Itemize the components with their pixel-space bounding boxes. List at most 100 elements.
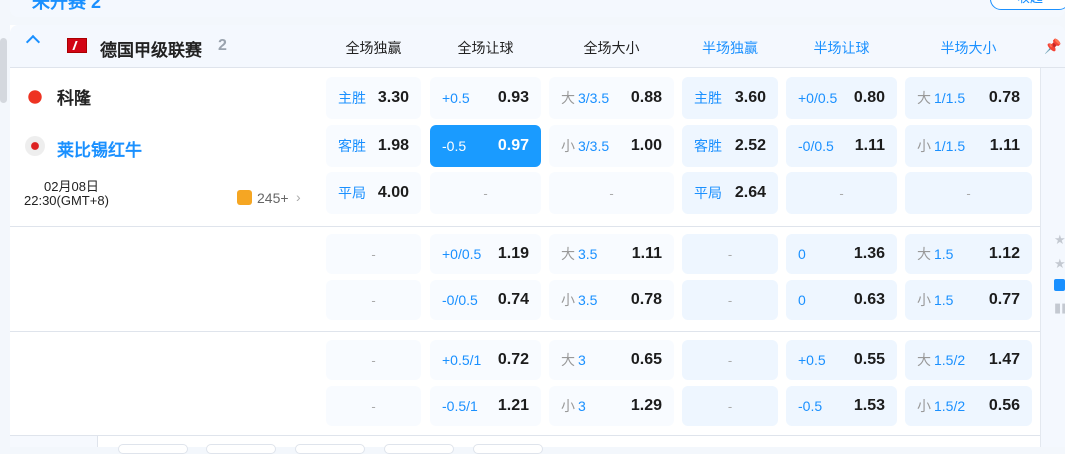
markets-count[interactable]: 245+ bbox=[257, 190, 289, 206]
league-header[interactable] bbox=[10, 25, 1065, 68]
divider bbox=[10, 226, 1040, 227]
scrollbar[interactable] bbox=[0, 38, 7, 103]
odds-cell: - bbox=[549, 172, 674, 214]
column-header: 半场让球 bbox=[813, 40, 870, 56]
odds-odds: 1.12 bbox=[988, 245, 1020, 262]
odds-lab: 3 bbox=[578, 352, 586, 368]
odds-cell[interactable]: 小 3.5 0.78 bbox=[549, 280, 674, 320]
odds-kind: 小 bbox=[561, 292, 575, 308]
odds-cell[interactable]: 大 1.5 1.12 bbox=[905, 234, 1032, 274]
odds-odds: 0.93 bbox=[497, 89, 529, 106]
odds-odds: 4.00 bbox=[377, 184, 409, 201]
side-toolbar bbox=[1040, 68, 1065, 447]
odds-cell[interactable]: 平局 2.64 bbox=[682, 172, 778, 214]
odds-cell[interactable]: 大 1/1.5 0.78 bbox=[905, 77, 1032, 119]
odds-dash: - bbox=[727, 352, 733, 368]
odds-lab: -0/0.5 bbox=[442, 292, 478, 308]
live-badge-icon[interactable] bbox=[1054, 279, 1065, 291]
filter-pill[interactable] bbox=[473, 444, 543, 454]
away-team-logo bbox=[25, 136, 45, 156]
odds-odds: 0.74 bbox=[497, 291, 529, 308]
odds-cell[interactable]: 主胜 3.60 bbox=[682, 77, 778, 119]
odds-dash: - bbox=[371, 246, 376, 262]
odds-odds: 0.77 bbox=[988, 291, 1020, 308]
odds-lab: +0/0.5 bbox=[798, 90, 838, 106]
chevron-right-icon[interactable]: › bbox=[296, 189, 301, 205]
odds-lab: 主胜 bbox=[338, 90, 366, 106]
odds-cell[interactable]: -0.5 1.53 bbox=[786, 386, 897, 426]
odds-dash: - bbox=[483, 185, 488, 201]
odds-lab: 3.5 bbox=[578, 246, 598, 262]
pin-icon[interactable]: 📌 bbox=[1044, 38, 1062, 54]
league-match-count: 2 bbox=[218, 37, 227, 54]
home-team-name[interactable]: 科隆 bbox=[57, 89, 91, 108]
odds-dash: - bbox=[371, 352, 376, 368]
odds-cell: - bbox=[682, 234, 778, 274]
odds-cell[interactable]: 小 1.5 0.77 bbox=[905, 280, 1032, 320]
odds-cell[interactable]: -0.5/1 1.21 bbox=[430, 386, 541, 426]
odds-cell[interactable]: +0.5 0.55 bbox=[786, 340, 897, 380]
filter-pill[interactable] bbox=[384, 444, 454, 454]
odds-cell[interactable]: 小 3/3.5 1.00 bbox=[549, 125, 674, 167]
away-team-name[interactable]: 莱比锡红牛 bbox=[57, 141, 142, 160]
odds-cell[interactable]: 小 1/1.5 1.11 bbox=[905, 125, 1032, 167]
odds-odds: 1.21 bbox=[497, 397, 529, 414]
odds-cell[interactable]: 小 1.5/2 0.56 bbox=[905, 386, 1032, 426]
odds-lab: -0/0.5 bbox=[798, 138, 834, 154]
odds-odds: 0.72 bbox=[497, 351, 529, 368]
odds-cell[interactable]: 大 3.5 1.11 bbox=[549, 234, 674, 274]
odds-odds: 1.11 bbox=[854, 137, 885, 154]
odds-kind: 小 bbox=[917, 398, 931, 414]
odds-odds: 1.98 bbox=[377, 137, 409, 154]
odds-cell[interactable]: -0/0.5 0.74 bbox=[430, 280, 541, 320]
odds-cell[interactable]: 客胜 1.98 bbox=[326, 125, 421, 167]
next-row-panel bbox=[10, 436, 98, 447]
odds-cell[interactable]: 主胜 3.30 bbox=[326, 77, 421, 119]
odds-cell[interactable]: +0.5/1 0.72 bbox=[430, 340, 541, 380]
not-started-section-header[interactable]: 未开赛 2 bbox=[10, 0, 1065, 17]
odds-odds: 1.47 bbox=[988, 351, 1020, 368]
column-header: 半场独赢 bbox=[702, 40, 758, 56]
odds-cell: - bbox=[905, 172, 1032, 214]
odds-lab: 1.5/2 bbox=[934, 352, 966, 368]
odds-cell[interactable]: +0/0.5 0.80 bbox=[786, 77, 897, 119]
column-header: 全场让球 bbox=[457, 40, 514, 56]
odds-dash: - bbox=[371, 292, 376, 308]
markets-icon[interactable] bbox=[237, 190, 252, 205]
odds-cell: - bbox=[682, 280, 778, 320]
filter-pill[interactable] bbox=[206, 444, 276, 454]
odds-odds: 1.11 bbox=[631, 245, 662, 262]
odds-cell[interactable]: 大 1.5/2 1.47 bbox=[905, 340, 1032, 380]
odds-cell[interactable]: 小 3 1.29 bbox=[549, 386, 674, 426]
odds-lab: 3/3.5 bbox=[578, 138, 610, 154]
odds-cell: - bbox=[682, 386, 778, 426]
odds-odds: 0.78 bbox=[630, 291, 662, 308]
odds-cell: - bbox=[326, 280, 421, 320]
star-icon[interactable]: ★ bbox=[1054, 256, 1065, 271]
odds-cell[interactable]: 平局 4.00 bbox=[326, 172, 421, 214]
odds-odds: 1.53 bbox=[853, 397, 885, 414]
filter-pill[interactable] bbox=[295, 444, 365, 454]
odds-cell: - bbox=[786, 172, 897, 214]
collapse-button[interactable]: 收起 bbox=[990, 0, 1065, 10]
odds-cell[interactable]: -0.5 0.97 bbox=[430, 125, 541, 167]
divider bbox=[10, 435, 1040, 436]
odds-cell[interactable]: 大 3/3.5 0.88 bbox=[549, 77, 674, 119]
odds-cell[interactable]: 0 1.36 bbox=[786, 234, 897, 274]
odds-cell[interactable]: 大 3 0.65 bbox=[549, 340, 674, 380]
column-header: 全场独赢 bbox=[345, 40, 402, 56]
odds-cell[interactable]: -0/0.5 1.11 bbox=[786, 125, 897, 167]
odds-kind: 大 bbox=[917, 90, 931, 106]
odds-cell: - bbox=[326, 386, 421, 426]
odds-cell[interactable]: 0 0.63 bbox=[786, 280, 897, 320]
star-icon[interactable]: ★ bbox=[1054, 232, 1065, 247]
odds-lab: 1/1.5 bbox=[934, 90, 966, 106]
odds-odds: 1.19 bbox=[497, 245, 529, 262]
filter-pill[interactable] bbox=[118, 444, 188, 454]
odds-cell[interactable]: 客胜 2.52 bbox=[682, 125, 778, 167]
odds-odds: 1.36 bbox=[853, 245, 885, 262]
odds-cell[interactable]: +0.5 0.93 bbox=[430, 77, 541, 119]
stats-icon[interactable]: ▮▮ bbox=[1054, 300, 1065, 315]
odds-odds: 3.30 bbox=[377, 89, 409, 106]
odds-cell[interactable]: +0/0.5 1.19 bbox=[430, 234, 541, 274]
